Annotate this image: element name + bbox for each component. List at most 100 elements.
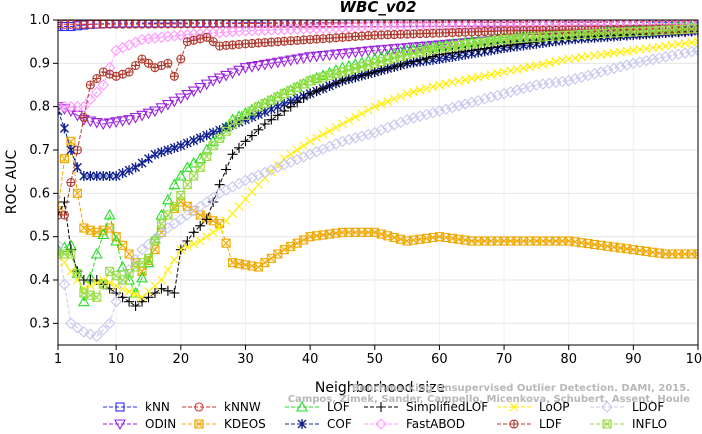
point-simplifiedlof-32 [253,124,264,135]
point-ldof-8 [97,324,110,336]
point-odin-37 [284,55,297,67]
point-odin-34 [265,58,278,70]
legend-item-ldof: LDOF [590,400,664,414]
point-kdeos-12 [124,249,134,259]
point-inflo-16 [150,236,160,246]
point-ldof-12 [123,264,135,276]
point-knnw-21 [182,20,192,29]
point-ldof-19 [168,217,181,230]
point-loop-11 [118,284,128,294]
point-loop-23 [195,236,205,246]
point-fastabod-14 [136,33,148,46]
point-knnw-59 [428,20,438,28]
point-simplifiedlof-37 [285,101,296,112]
point-loop-25 [208,227,218,237]
point-ldof-50 [368,126,381,139]
point-simplifiedlof-19 [169,288,180,298]
point-ldf-13 [131,60,141,71]
point-loop-50 [370,102,380,112]
y-tick-label-6: 0.9 [29,56,50,71]
legend-label-ldf: LDF [539,417,562,431]
point-cof-5 [79,171,89,181]
point-inflo-8 [98,279,108,289]
point-inflo-24 [202,151,212,162]
point-kdeos-27 [221,238,231,248]
point-ldof-76 [537,78,549,90]
point-ldof-73 [517,82,530,95]
point-loop-44 [331,123,341,132]
legend-item-loop: LoOP [497,400,570,414]
point-knnw-22 [189,20,199,29]
point-knnw-20 [176,20,186,29]
point-odin-33 [258,59,271,71]
legend-marker-ldf [509,419,519,429]
point-ldof-83 [582,69,594,82]
point-fastabod-6 [84,93,97,106]
point-ldof-34 [265,164,278,176]
point-knnw-23 [195,20,205,29]
legend-label-cof: COF [327,417,352,431]
point-kdeos-2 [59,154,70,164]
point-knnw-64 [460,20,470,27]
y-tick-label-1: 0.4 [29,273,50,288]
point-ldof-91 [634,56,646,68]
point-inflo-20 [176,190,186,201]
point-ldof-87 [608,62,620,75]
x-tick-label-10: 100 [686,352,702,367]
point-inflo-22 [189,171,199,181]
point-odin-16 [149,106,161,118]
point-ldof-54 [394,116,407,129]
x-tick-label-1: 10 [108,352,125,367]
point-simplifiedlof-71 [505,40,516,51]
point-fastabod-8 [97,79,110,91]
point-simplifiedlof-34 [266,114,277,125]
point-loop-20 [176,245,186,255]
point-ldof-7 [91,330,103,343]
point-knnw-50 [370,20,380,28]
point-ldof-78 [549,76,562,89]
legend-label-loop: LoOP [539,400,570,414]
point-ldof-24 [200,196,213,208]
point-knnw-28 [227,20,238,29]
point-inflo-38 [292,82,302,92]
point-knnw-65 [467,20,477,27]
point-knnw-45 [337,20,347,28]
watermark-line-1: Benchmarking Unsupervised Outlier Detect… [352,383,690,394]
point-simplifiedlof-4 [72,266,83,277]
point-ldof-69 [491,89,504,102]
point-ldf-12 [124,67,134,77]
point-cof-14 [137,158,147,168]
point-odin-27 [220,70,233,82]
point-ldof-33 [259,166,271,179]
point-cof-10 [111,171,121,181]
x-tick-label-5: 50 [366,352,383,367]
x-axis-title: Neighborhood size [315,380,445,396]
point-lof-20 [174,169,187,181]
legend-marker-knn [115,402,125,412]
point-loop-48 [357,109,367,118]
point-kdeos-38 [292,238,302,248]
point-simplifiedlof-51 [376,65,387,76]
point-cof-22 [189,135,199,146]
point-ldof-39 [297,151,310,163]
point-knnw-37 [286,20,296,28]
point-simplifiedlof-40 [305,88,316,99]
point-ldof-68 [485,91,497,103]
point-ldof-25 [207,191,219,204]
point-odin-48 [355,47,368,58]
point-simplifiedlof-24 [201,214,212,225]
point-ldof-56 [407,112,420,124]
point-ldof-32 [252,169,265,181]
point-odin-22 [187,86,200,98]
point-simplifiedlof-27 [221,164,232,175]
point-inflo-35 [273,92,283,102]
y-axis: 0.3 0.4 0.5 0.6 0.7 0.8 0.9 1.0 [29,13,58,331]
point-knnw-1 [58,20,63,29]
point-ldof-14 [136,243,148,256]
point-ldof-20 [175,213,187,226]
point-fastabod-7 [91,86,103,99]
point-odin-15 [142,108,155,120]
point-odin-54 [394,43,407,55]
point-inflo-100 [693,24,698,34]
point-simplifiedlof-31 [246,130,257,141]
